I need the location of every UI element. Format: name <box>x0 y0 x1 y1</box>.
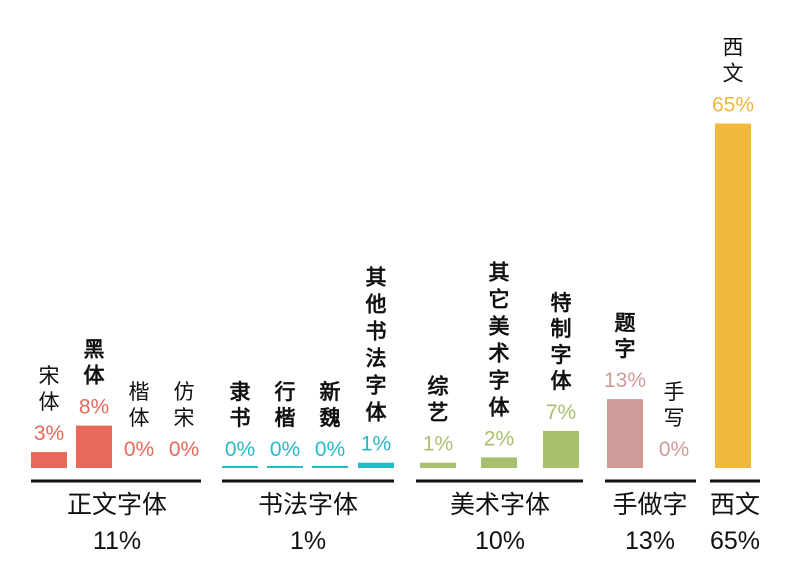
group-name: 正文字体 <box>67 490 167 519</box>
group-name: 美术字体 <box>450 490 550 519</box>
category-label: 其他书法字体 <box>365 266 388 425</box>
value-label: 65% <box>712 94 754 117</box>
bar-2-1 <box>481 457 517 468</box>
group-name: 书法字体 <box>258 490 358 519</box>
bar-3-0 <box>607 399 643 468</box>
category-label: 新魏 <box>319 380 341 430</box>
group-total: 11% <box>93 527 141 555</box>
value-label: 0% <box>315 438 345 461</box>
value-label: 0% <box>124 438 154 461</box>
bar-0-1 <box>76 425 112 468</box>
category-label: 手写 <box>664 380 685 430</box>
category-label: 综艺 <box>428 375 449 425</box>
group-total: 65% <box>710 527 760 555</box>
bar-4-0 <box>715 123 751 468</box>
value-label: 7% <box>546 401 576 424</box>
value-label: 0% <box>659 438 689 461</box>
bar-1-3 <box>358 462 394 468</box>
group-total: 1% <box>290 527 326 555</box>
bar-2-2 <box>543 430 579 468</box>
group-total: 10% <box>475 527 525 555</box>
value-label: 2% <box>484 427 514 450</box>
category-label: 题字 <box>615 311 637 361</box>
category-label: 黑体 <box>84 338 106 388</box>
category-label: 其它美术字体 <box>489 260 511 419</box>
category-label: 楷体 <box>129 380 150 430</box>
category-label: 仿宋 <box>174 380 195 430</box>
category-label: 隶书 <box>230 380 251 430</box>
value-label: 1% <box>361 433 391 456</box>
value-label: 0% <box>270 438 300 461</box>
value-label: 0% <box>225 438 255 461</box>
category-label: 行楷 <box>274 380 296 430</box>
value-label: 1% <box>423 433 453 456</box>
category-label: 特制字体 <box>551 291 573 393</box>
bar-0-0 <box>31 452 67 468</box>
value-label: 0% <box>169 438 199 461</box>
value-label: 3% <box>34 422 64 445</box>
category-label: 西文 <box>723 36 744 86</box>
group-total: 13% <box>625 527 675 555</box>
bar-1-2 <box>312 466 348 468</box>
value-label: 13% <box>604 369 646 392</box>
bar-1-1 <box>267 466 303 468</box>
bar-1-0 <box>222 466 258 468</box>
category-label: 宋体 <box>39 364 60 414</box>
bar-2-0 <box>420 462 456 468</box>
group-name: 手做字 <box>612 490 687 519</box>
group-name: 西文 <box>710 490 760 519</box>
value-label: 8% <box>79 396 109 419</box>
